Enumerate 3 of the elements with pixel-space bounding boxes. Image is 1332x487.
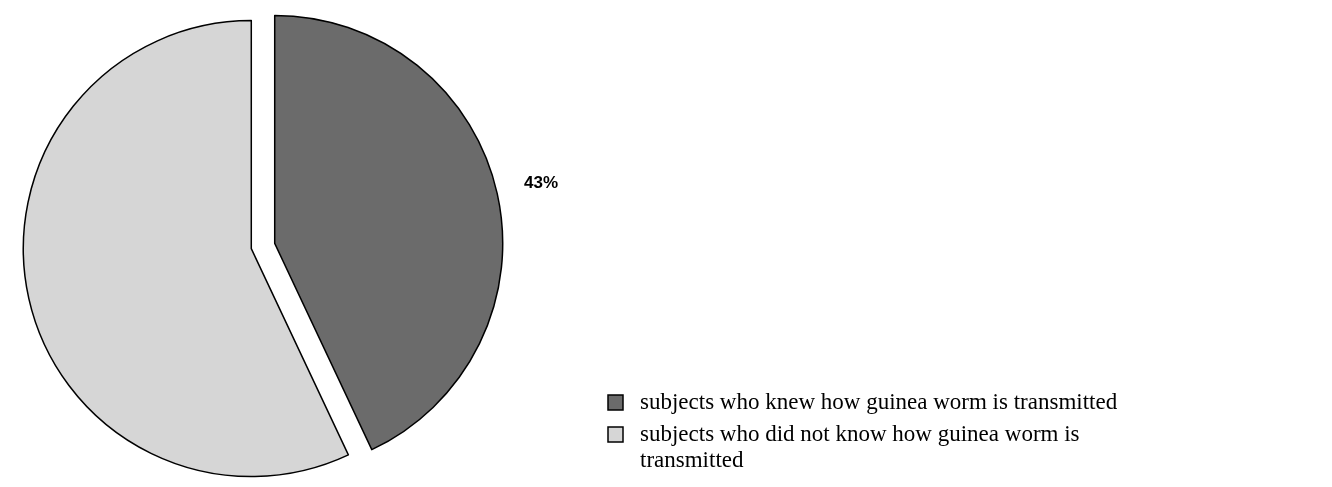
data-label: 43%: [524, 173, 559, 193]
legend-label: subjects who did not know how guinea worm is transmitted: [640, 421, 1080, 472]
legend-label: subjects who knew how guinea worm is transmitted: [640, 389, 1118, 414]
